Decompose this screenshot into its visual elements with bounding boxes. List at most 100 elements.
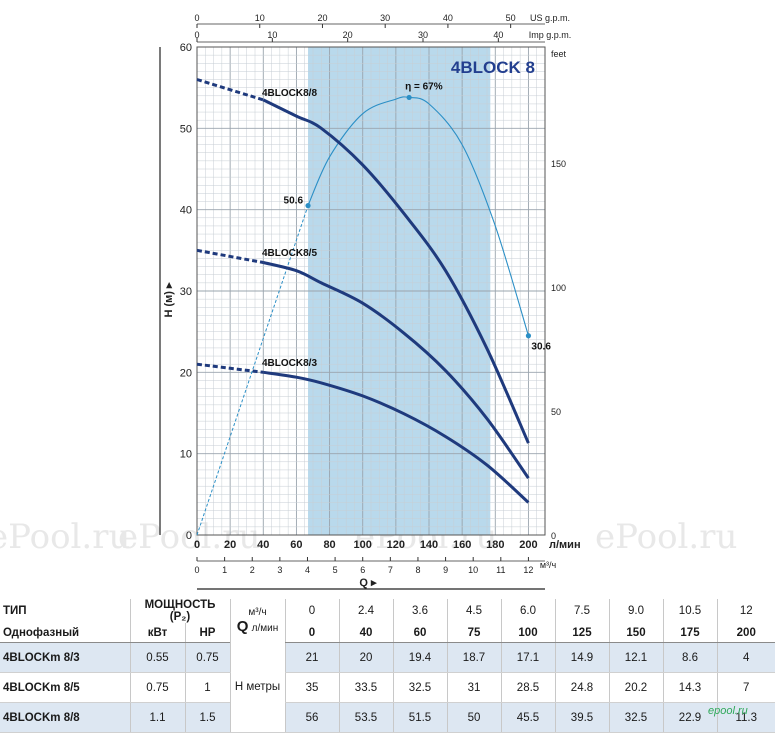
phase-header: Однофазный [0, 623, 130, 643]
m3h-tick-label: 5 [333, 565, 338, 575]
q-m3h-cell: 2.4 [338, 599, 393, 623]
efficiency-label: η = 67% [405, 81, 443, 92]
efficiency-point-label: 50.6 [284, 196, 304, 207]
m3h-tick-label: 2 [250, 565, 255, 575]
h-cell: 50 [446, 702, 501, 733]
q-m3h-cell: 10.5 [662, 599, 717, 623]
kw-cell: 1.1 [129, 702, 185, 733]
h-cell: 45.5 [500, 702, 555, 733]
us-gpm-tick-label: 10 [255, 13, 265, 23]
q-lmin-cell: 150 [608, 623, 663, 643]
table-row: 4BLOCKm 8/8 1.1 1.5 56 53.5 51.5 50 45.5… [0, 702, 775, 733]
pump-curve-dashed [196, 362, 264, 374]
us-gpm-tick-label: 0 [194, 13, 199, 23]
m3h-tick-label: 8 [415, 565, 420, 575]
h-cell: 8.6 [662, 642, 717, 673]
q-unit-cell: м³/ч Q л/мин [229, 599, 285, 643]
q-m3h-cell: 0 [284, 599, 339, 623]
y-tick-label: 50 [180, 123, 192, 135]
hp-cell: 1 [184, 672, 230, 703]
plot-frame [196, 46, 546, 536]
m3h-unit: м³/ч [540, 560, 557, 570]
m3h-tick-label: 3 [277, 565, 282, 575]
h-cell: 19.4 [392, 642, 447, 673]
h-cell: 28.5 [500, 672, 555, 703]
m3h-tick-label: 0 [194, 565, 199, 575]
table-row: 4BLOCKm 8/3 0.55 0.75 H метры 21 20 19.4… [0, 642, 775, 733]
us-gpm-tick-label: 50 [506, 13, 516, 23]
h-cell: 20 [338, 642, 393, 673]
y-tick-label: 0 [186, 530, 192, 542]
feet-unit: feet [551, 49, 567, 59]
us-gpm-tick-label: 40 [443, 13, 453, 23]
table-header-row-1: ТИП МОЩНОСТЬ (P₂) м³/ч Q л/мин 0 2.4 3.6… [0, 599, 775, 643]
q-unit-bottom: л/мин [251, 622, 279, 634]
x-tick-label: 160 [453, 539, 471, 551]
pump-curve [262, 98, 530, 444]
watermark-text: ePool.ru [595, 517, 737, 557]
hp-header: HP [184, 623, 230, 643]
performance-table: ТИП МОЩНОСТЬ (P₂) м³/ч Q л/мин 0 2.4 3.6… [0, 599, 775, 733]
pump-curve [262, 261, 530, 479]
q-m3h-cell: 12 [716, 599, 775, 623]
brand-watermark: epool.ru [708, 705, 748, 717]
power-header: МОЩНОСТЬ (P₂) [129, 599, 230, 623]
us-gpm-tick-label: 30 [380, 13, 390, 23]
kw-header: кВт [129, 623, 185, 643]
q-lmin-cell: 40 [338, 623, 393, 643]
m3h-tick-label: 12 [523, 565, 533, 575]
table-row: 4BLOCKm 8/5 0.75 1 35 33.5 32.5 31 28.5 … [0, 672, 775, 703]
y-tick-label: 30 [180, 286, 192, 298]
hp-cell: 0.75 [184, 642, 230, 673]
m3h-tick-label: 11 [496, 565, 505, 575]
x-axis-label: Q ▸ [359, 577, 377, 589]
x-tick-label: 20 [224, 539, 236, 551]
efficiency-point [305, 203, 311, 209]
us-gpm-tick-label: 20 [317, 13, 327, 23]
y-tick-label: 20 [180, 367, 192, 379]
q-lmin-cell: 60 [392, 623, 447, 643]
h-cell: 51.5 [392, 702, 447, 733]
feet-tick-label: 50 [551, 407, 561, 417]
kw-cell: 0.75 [129, 672, 185, 703]
y-axis-label: H (м) ▸ [163, 282, 175, 318]
x-unit: л/мин [549, 539, 581, 551]
m3h-tick-label: 10 [468, 565, 478, 575]
chart-title: 4BLOCK 8 [451, 58, 535, 77]
x-tick-label: 140 [420, 539, 438, 551]
imp-gpm-tick-label: 10 [267, 30, 277, 40]
efficiency-point [525, 333, 532, 339]
pump-curve-label: 4BLOCK8/8 [262, 88, 317, 99]
q-lmin-cell: 200 [716, 623, 775, 643]
x-tick-label: 120 [387, 539, 405, 551]
h-cell: 4 [716, 642, 775, 673]
h-cell: 32.5 [392, 672, 447, 703]
q-m3h-cell: 3.6 [392, 599, 447, 623]
h-cell: 53.5 [338, 702, 393, 733]
h-cell: 17.1 [500, 642, 555, 673]
m3h-tick-label: 9 [443, 565, 448, 575]
h-cell: 18.7 [446, 642, 501, 673]
hp-cell: 1.5 [184, 702, 230, 733]
q-unit-top: м³/ч [248, 606, 267, 618]
watermark-text: ePool.ru [118, 517, 260, 557]
q-lmin-cell: 125 [554, 623, 609, 643]
m3h-tick-label: 4 [305, 565, 310, 575]
x-tick-label: 40 [257, 539, 269, 551]
x-tick-label: 100 [354, 539, 372, 551]
q-m3h-cell: 4.5 [446, 599, 501, 623]
efficiency-curve [307, 96, 529, 336]
q-lmin-cell: 175 [662, 623, 717, 643]
pump-curve-dashed [196, 78, 264, 102]
y-tick-label: 60 [180, 42, 192, 54]
imp-gpm-tick-label: 20 [343, 30, 353, 40]
h-cell: 14.3 [662, 672, 717, 703]
model-cell: 4BLOCKm 8/5 [0, 672, 130, 703]
h-cell: 7 [716, 672, 775, 703]
us-gpm-unit: US g.p.m. [530, 13, 570, 23]
x-tick-label: 60 [290, 539, 302, 551]
pump-curve-label: 4BLOCK8/3 [262, 358, 317, 369]
pump-curve-dashed [196, 248, 264, 264]
imp-gpm-tick-label: 0 [194, 30, 199, 40]
